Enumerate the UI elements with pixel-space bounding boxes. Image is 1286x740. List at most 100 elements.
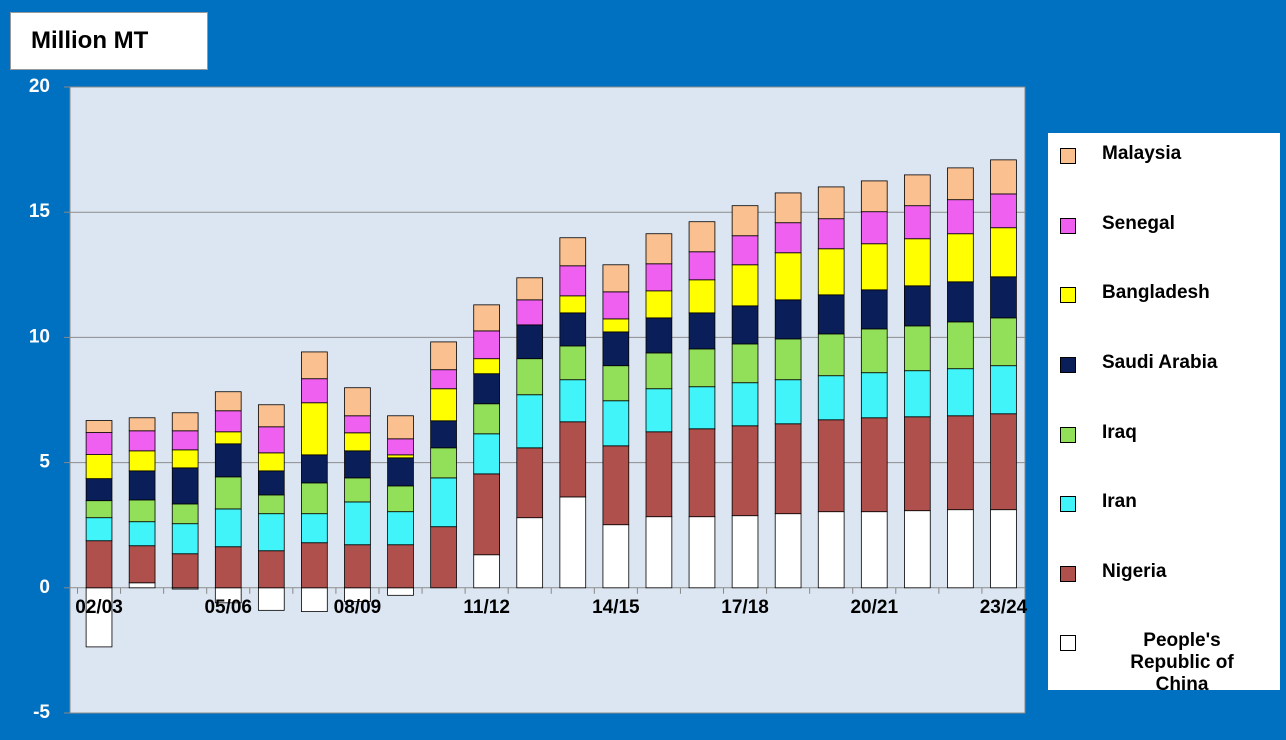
bar-segment <box>947 199 974 235</box>
bar-segment <box>688 348 716 388</box>
bar-segment <box>387 438 414 456</box>
bar-segment <box>645 317 673 354</box>
x-tick-label: 05/06 <box>204 597 252 618</box>
bar-segment <box>430 369 457 390</box>
bar-segment <box>645 431 673 518</box>
bar-segment <box>860 211 888 245</box>
bar-segment <box>171 430 199 451</box>
bar-segment <box>387 485 414 513</box>
bar-segment <box>344 501 371 546</box>
bar-segment <box>301 587 328 612</box>
bar-segment <box>774 338 802 381</box>
legend-swatch <box>1060 148 1076 164</box>
bar-segment <box>257 494 285 515</box>
bar-segment <box>473 403 500 435</box>
legend-item: Malaysia <box>1060 143 1275 165</box>
bar-segment <box>947 167 974 201</box>
bar-segment <box>516 277 544 301</box>
bar-segment <box>128 499 156 523</box>
bar-segment <box>774 379 802 425</box>
bar-segment <box>602 264 630 293</box>
bar-segment <box>602 365 630 402</box>
bar-segment <box>990 159 1017 195</box>
bar-segment <box>430 526 457 589</box>
bar-segment <box>602 331 630 367</box>
bar-segment <box>645 233 673 265</box>
bar-segment <box>904 174 931 207</box>
legend-label: Iraq <box>1102 421 1137 443</box>
bar-segment <box>774 222 802 254</box>
bar-segment <box>559 265 587 297</box>
bar-segment <box>473 358 500 375</box>
bar-segment <box>473 433 500 475</box>
bar-segment <box>817 375 845 421</box>
bar-segment <box>387 457 414 487</box>
bar-segment <box>301 402 328 456</box>
bar-segment <box>559 295 587 314</box>
bar-segment <box>301 454 328 484</box>
bar-segment <box>473 554 500 589</box>
bar-segment <box>817 248 845 296</box>
bar-segment <box>817 511 845 589</box>
bar-segment <box>85 500 113 519</box>
y-tick-label: 5 <box>39 452 50 473</box>
bar-segment <box>473 373 500 405</box>
bar-segment <box>774 423 802 515</box>
legend-swatch <box>1060 635 1076 652</box>
bar-segment <box>904 285 931 327</box>
bar-segment <box>171 467 199 505</box>
bar-segment <box>731 235 759 266</box>
bar-segment <box>344 450 371 479</box>
x-tick-label: 14/15 <box>592 597 640 618</box>
legend-swatch <box>1060 217 1076 234</box>
bar-segment <box>688 386 716 430</box>
bar-segment <box>257 587 285 611</box>
bar-segment <box>947 233 974 283</box>
bar-segment <box>860 511 888 589</box>
bar-segment <box>731 264 759 307</box>
bar-segment <box>688 221 716 253</box>
bar-segment <box>214 476 242 510</box>
bar-segment <box>430 388 457 422</box>
bar-segment <box>171 503 199 525</box>
bar-segment <box>990 276 1017 319</box>
bar-segment <box>817 186 845 220</box>
bar-segment <box>947 509 974 589</box>
bar-segment <box>860 372 888 419</box>
bar-segment <box>947 281 974 323</box>
bar-segment <box>387 454 414 459</box>
bar-segment <box>602 400 630 447</box>
bar-segment <box>990 193 1017 229</box>
bar-segment <box>774 192 802 224</box>
bar-segment <box>473 473 500 556</box>
bar-segment <box>645 290 673 319</box>
bar-segment <box>387 415 414 440</box>
legend-item: Saudi Arabia <box>1060 352 1275 374</box>
legend-label: Malaysia <box>1102 143 1182 164</box>
bar-segment <box>301 513 328 544</box>
bar-segment <box>559 421 587 498</box>
bar-segment <box>214 410 242 433</box>
bar-segment <box>516 394 544 449</box>
bar-segment <box>257 470 285 496</box>
bar-segment <box>85 420 113 433</box>
bar-segment <box>301 482 328 515</box>
bar-segment <box>128 545 156 584</box>
bar-segment <box>430 341 457 371</box>
legend-item: People's Republic of China <box>1060 630 1275 696</box>
legend-label: People's Republic of China <box>1130 630 1234 696</box>
bar-segment <box>301 351 328 380</box>
bar-segment <box>817 294 845 335</box>
bar-segment <box>645 516 673 589</box>
y-tick-label: 10 <box>29 326 50 347</box>
bar-segment <box>990 317 1017 367</box>
bar-segment <box>214 443 242 478</box>
bar-segment <box>559 496 587 589</box>
bar-segment <box>516 517 544 589</box>
bar-segment <box>171 412 199 432</box>
y-tick-label: 20 <box>29 76 50 97</box>
bar-segment <box>947 368 974 417</box>
x-tick-label: 08/09 <box>334 597 382 618</box>
bar-segment <box>688 516 716 589</box>
